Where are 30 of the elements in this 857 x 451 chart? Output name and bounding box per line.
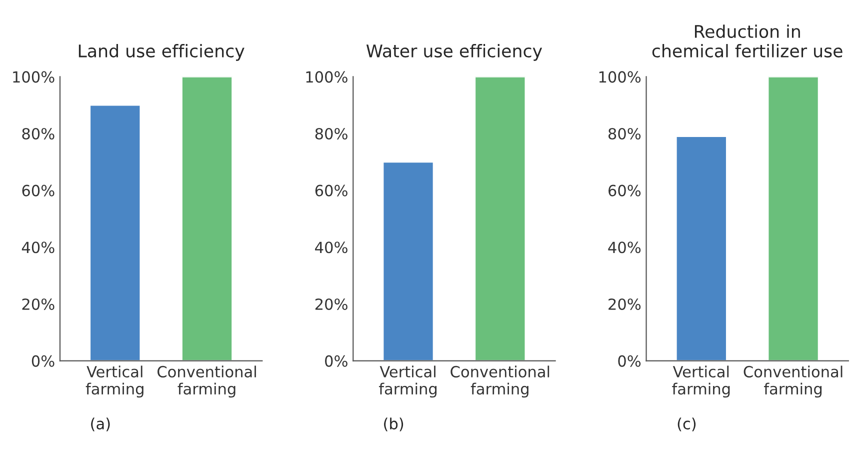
y-tick-label: 80%	[315, 128, 348, 140]
chart-title: Reduction in chemical fertilizer use	[652, 24, 842, 58]
y-tick-label: 0%	[618, 355, 641, 367]
y-tick-label: 20%	[315, 298, 348, 310]
x-tick-label: Conventional farming	[744, 366, 842, 398]
chart-title: Water use efficiency	[366, 44, 542, 61]
y-tick-label: 20%	[608, 298, 641, 310]
text: (a)	[91, 418, 110, 432]
y-tick-label: 0%	[325, 355, 348, 367]
y-tick-label: 60%	[315, 184, 348, 196]
y-tick-label: 100%	[599, 71, 641, 83]
y-tick-label: 20%	[22, 298, 54, 310]
y-tick-label: 100%	[306, 71, 348, 83]
x-tick-label: Conventional farming	[158, 366, 256, 398]
x-tick-label: Vertical farming	[672, 366, 730, 398]
x-tick-label: Vertical farming	[378, 366, 437, 398]
x-tick-label: Vertical farming	[86, 366, 144, 398]
y-tick-label: 60%	[22, 184, 54, 196]
x-tick-label: Conventional farming	[450, 366, 550, 398]
y-tick-label: 0%	[32, 355, 54, 367]
y-tick-label: 40%	[608, 242, 641, 254]
y-tick-label: 40%	[22, 242, 54, 254]
y-tick-label: 40%	[315, 242, 348, 254]
y-tick-label: 60%	[608, 184, 641, 196]
y-tick-label: 80%	[608, 128, 641, 140]
text: (c)	[678, 418, 696, 432]
y-tick-label: 100%	[13, 71, 54, 83]
chart-title: Land use efficiency	[78, 44, 244, 61]
y-tick-label: 80%	[22, 128, 54, 140]
text: (b)	[384, 418, 404, 432]
